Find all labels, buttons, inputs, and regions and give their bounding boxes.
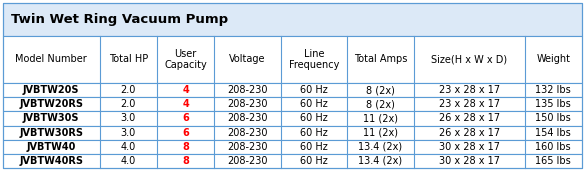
Text: 11 (2x): 11 (2x) <box>363 113 398 123</box>
Text: Twin Wet Ring Vacuum Pump: Twin Wet Ring Vacuum Pump <box>11 13 228 26</box>
Text: 160 lbs: 160 lbs <box>535 142 571 152</box>
Text: 11 (2x): 11 (2x) <box>363 128 398 138</box>
Text: Line
Frequency: Line Frequency <box>289 49 339 70</box>
Text: 60 Hz: 60 Hz <box>300 142 328 152</box>
Text: 6: 6 <box>182 128 189 138</box>
Bar <box>3 154 582 168</box>
Text: 60 Hz: 60 Hz <box>300 99 328 109</box>
Text: JVBTW40RS: JVBTW40RS <box>19 156 83 166</box>
Text: 4.0: 4.0 <box>121 142 136 152</box>
Bar <box>3 111 582 126</box>
Text: Weight: Weight <box>536 55 570 64</box>
Text: 30 x 28 x 17: 30 x 28 x 17 <box>439 156 500 166</box>
Text: 150 lbs: 150 lbs <box>535 113 571 123</box>
Text: 60 Hz: 60 Hz <box>300 128 328 138</box>
Text: 208-230: 208-230 <box>227 99 268 109</box>
Text: JVBTW30S: JVBTW30S <box>23 113 80 123</box>
Text: 4: 4 <box>182 99 189 109</box>
Text: 26 x 28 x 17: 26 x 28 x 17 <box>439 128 500 138</box>
Text: 30 x 28 x 17: 30 x 28 x 17 <box>439 142 500 152</box>
Text: 208-230: 208-230 <box>227 156 268 166</box>
Bar <box>3 83 582 97</box>
Text: 8 (2x): 8 (2x) <box>366 99 395 109</box>
Text: JVBTW40: JVBTW40 <box>26 142 76 152</box>
Bar <box>3 140 582 154</box>
Text: 13.4 (2x): 13.4 (2x) <box>359 142 402 152</box>
Text: 26 x 28 x 17: 26 x 28 x 17 <box>439 113 500 123</box>
Text: 2.0: 2.0 <box>121 85 136 95</box>
Text: 13.4 (2x): 13.4 (2x) <box>359 156 402 166</box>
Text: 208-230: 208-230 <box>227 142 268 152</box>
Text: 4.0: 4.0 <box>121 156 136 166</box>
Text: 6: 6 <box>182 113 189 123</box>
Text: Voltage: Voltage <box>229 55 266 64</box>
Text: 23 x 28 x 17: 23 x 28 x 17 <box>439 85 500 95</box>
Text: 60 Hz: 60 Hz <box>300 156 328 166</box>
Text: 2.0: 2.0 <box>121 99 136 109</box>
Text: 3.0: 3.0 <box>121 113 136 123</box>
Text: 135 lbs: 135 lbs <box>535 99 571 109</box>
Text: 208-230: 208-230 <box>227 85 268 95</box>
Text: 154 lbs: 154 lbs <box>535 128 571 138</box>
Text: 208-230: 208-230 <box>227 128 268 138</box>
Text: 8: 8 <box>182 156 189 166</box>
Text: 8: 8 <box>182 142 189 152</box>
Text: 165 lbs: 165 lbs <box>535 156 571 166</box>
Bar <box>3 97 582 111</box>
Text: 132 lbs: 132 lbs <box>535 85 571 95</box>
Text: JVBTW20S: JVBTW20S <box>23 85 80 95</box>
Bar <box>3 36 582 83</box>
Text: 4: 4 <box>182 85 189 95</box>
Text: Total Amps: Total Amps <box>354 55 407 64</box>
Text: Size(H x W x D): Size(H x W x D) <box>431 55 507 64</box>
Bar <box>3 3 582 36</box>
Text: 60 Hz: 60 Hz <box>300 113 328 123</box>
Text: Model Number: Model Number <box>15 55 87 64</box>
Text: 208-230: 208-230 <box>227 113 268 123</box>
Text: JVBTW20RS: JVBTW20RS <box>19 99 83 109</box>
Text: User
Capacity: User Capacity <box>164 49 207 70</box>
Text: 60 Hz: 60 Hz <box>300 85 328 95</box>
Text: 23 x 28 x 17: 23 x 28 x 17 <box>439 99 500 109</box>
Bar <box>3 126 582 140</box>
Text: JVBTW30RS: JVBTW30RS <box>19 128 83 138</box>
Text: Total HP: Total HP <box>109 55 148 64</box>
Text: 3.0: 3.0 <box>121 128 136 138</box>
Text: 8 (2x): 8 (2x) <box>366 85 395 95</box>
